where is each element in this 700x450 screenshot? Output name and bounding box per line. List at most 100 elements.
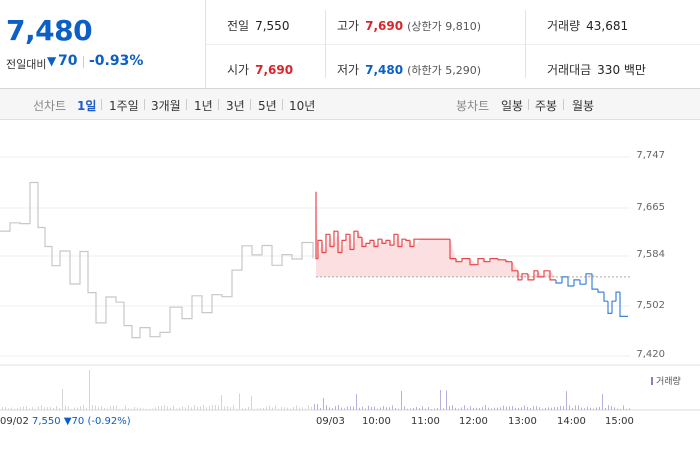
volume-legend-swatch [651, 377, 653, 385]
price-segment-up [505, 259, 512, 263]
price-segment-up [345, 233, 350, 241]
current-price: 7,480 [6, 14, 93, 47]
price-segment-down [607, 301, 612, 314]
volume-bar [176, 408, 177, 410]
volume-bar [38, 406, 39, 410]
volume-bar [26, 406, 27, 410]
volume-bar [341, 407, 342, 410]
volume-bar [593, 408, 594, 410]
tab-daily-candle[interactable]: 일봉 [501, 99, 524, 113]
volume-bar [332, 408, 333, 410]
volume-bar [446, 390, 447, 410]
volume-bar [371, 406, 372, 410]
volume-bar [56, 406, 57, 410]
volume-bar [506, 406, 507, 410]
prev-day-line [0, 181, 314, 339]
volume-bar [455, 407, 456, 410]
volume-bar [545, 407, 546, 410]
volume-bar [14, 408, 15, 410]
volume-bar [590, 407, 591, 410]
volume-bar [188, 405, 189, 410]
tab-monthly-candle[interactable]: 월봉 [572, 99, 595, 113]
price-box: 7,480 전일대비 ▼ 70 -0.93% [0, 0, 206, 88]
volume-bar [425, 408, 426, 410]
divider [525, 10, 526, 78]
prev-day-date: 09/02 [0, 416, 29, 427]
prev-day-close: 7,550 [32, 416, 61, 427]
volume-bar [449, 406, 450, 410]
volume-bar [110, 406, 111, 410]
volume-bar [311, 406, 312, 410]
price-segment-down [619, 292, 628, 317]
volume-bar [356, 394, 357, 410]
price-segment-up [321, 240, 326, 254]
volume-bar [350, 406, 351, 410]
volume-bar [584, 408, 585, 410]
volume-bar [458, 408, 459, 410]
volume-bar [398, 408, 399, 410]
volume-bar [227, 406, 228, 410]
volume-bar [488, 407, 489, 410]
volume-bar [566, 391, 567, 410]
volume-bar [206, 407, 207, 410]
price-segment-up [361, 237, 366, 248]
divider [282, 99, 283, 110]
volume-bar [563, 406, 564, 410]
price-segment-up [397, 234, 402, 248]
volume-bar [431, 409, 432, 410]
volume-bar [254, 408, 255, 410]
price-segment-up [401, 238, 406, 247]
trade-value-label: 거래대금 [547, 63, 592, 77]
volume-bar [293, 407, 294, 410]
volume-bar [20, 407, 21, 410]
tab-1-year[interactable]: 1년 [194, 99, 213, 113]
volume-bar [491, 408, 492, 410]
volume-bar [233, 405, 234, 410]
volume-bar [329, 407, 330, 410]
volume-bar [620, 408, 621, 410]
price-segment-up [393, 233, 398, 246]
volume-bar [344, 408, 345, 410]
price-segment-up [325, 233, 330, 253]
volume-bar [596, 407, 597, 410]
volume-bar [29, 408, 30, 410]
volume-bar [299, 407, 300, 410]
tab-5-years[interactable]: 5년 [258, 99, 277, 113]
volume-bar [308, 405, 309, 410]
price-segment-up [333, 230, 338, 247]
volume-bar [194, 405, 195, 410]
y-tick-label: 7,665 [636, 202, 665, 213]
tab-weekly-candle[interactable]: 주봉 [535, 99, 558, 113]
line-chart-label: 선차트 [33, 99, 67, 113]
tab-1-week[interactable]: 1주일 [109, 99, 139, 113]
price-segment-up [449, 239, 456, 260]
volume-bar [2, 407, 3, 410]
tab-3-years[interactable]: 3년 [226, 99, 245, 113]
open-label: 시가 [227, 63, 250, 77]
volume-bar [113, 405, 114, 410]
price-segment-up [315, 191, 318, 260]
price-segment-up [365, 242, 370, 247]
volume-bar [128, 408, 129, 410]
chart-period-tabs: 선차트 1일 1주일 3개월 1년 3년 5년 10년 봉차트 일봉 주봉 월봉 [0, 89, 700, 120]
prev-close-cell: 전일 7,550 [227, 17, 289, 34]
price-segment-down [561, 276, 568, 283]
volume-bar [440, 390, 441, 410]
volume-bar [191, 407, 192, 410]
tab-3-months[interactable]: 3개월 [151, 99, 181, 113]
volume-bar [335, 406, 336, 410]
price-segment-down [603, 292, 608, 302]
price-segment-up [537, 270, 544, 278]
volume-bar [479, 408, 480, 410]
change-label: 전일대비 [6, 58, 47, 71]
volume-bar [542, 408, 543, 410]
volume-bar [77, 407, 78, 410]
volume-bar [8, 408, 9, 410]
tab-10-years[interactable]: 10년 [289, 99, 316, 113]
open-cell: 시가 7,690 [227, 61, 293, 78]
price-segment-up [341, 239, 346, 253]
volume-bar [278, 408, 279, 410]
volume-bar [575, 405, 576, 410]
volume-bar [104, 407, 105, 410]
tab-1-day[interactable]: 1일 [77, 99, 97, 113]
